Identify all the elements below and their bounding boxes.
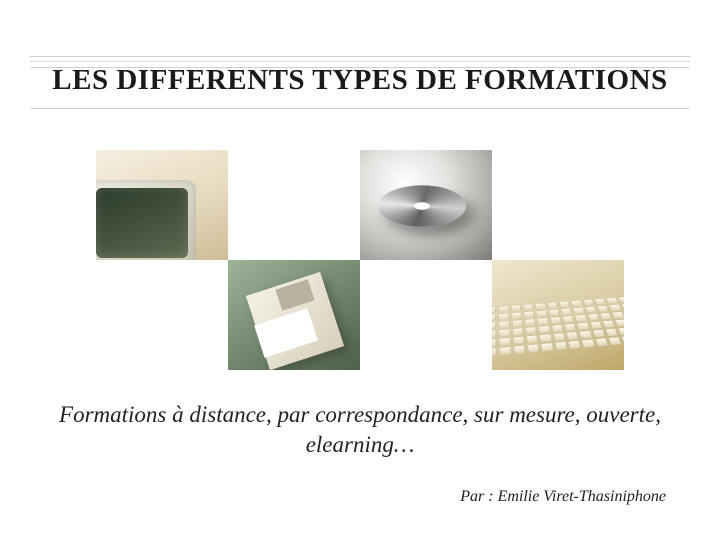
keyboard-key — [537, 317, 549, 325]
keyboard-key — [553, 332, 566, 340]
keyboard-key — [548, 309, 560, 316]
keyboard-key — [551, 324, 564, 332]
tile-cd — [360, 150, 492, 260]
keyboard-key — [499, 337, 511, 346]
keyboard-key — [498, 313, 509, 320]
keyboard-key — [592, 329, 606, 337]
keyboard-key — [566, 331, 579, 339]
keyboard-key — [492, 347, 497, 356]
keyboard-key — [524, 318, 536, 326]
keyboard-key — [526, 335, 538, 344]
tile-keyboard — [492, 260, 624, 370]
keyboard-icon — [492, 296, 624, 370]
keyboard-key — [492, 330, 497, 338]
keyboard-key — [513, 345, 526, 354]
keyboard-key — [577, 322, 590, 330]
keyboard-key — [618, 296, 624, 303]
keyboard-key — [564, 323, 577, 331]
keyboard-key — [602, 320, 615, 328]
keyboard-key — [535, 303, 546, 310]
keyboard-key — [605, 328, 619, 336]
keyboard-key — [585, 306, 597, 313]
keyboard-key — [539, 334, 552, 343]
keyboard-key — [536, 310, 548, 317]
keyboard-key — [498, 305, 509, 312]
monitor-screen — [96, 188, 188, 258]
keyboard-key — [599, 312, 612, 319]
keyboard-key — [550, 316, 562, 324]
keyboard-key — [492, 306, 496, 313]
keyboard-key — [522, 304, 533, 311]
keyboard-key — [512, 336, 524, 345]
keyboard-key — [568, 340, 582, 349]
image-tiles — [96, 150, 624, 370]
cd-icon — [372, 183, 471, 230]
keyboard-key — [499, 329, 511, 337]
keyboard-key — [587, 313, 600, 320]
page-title: LES DIFFERENTS TYPES DE FORMATIONS — [0, 64, 720, 97]
keyboard-key — [492, 322, 497, 330]
keyboard-key — [523, 311, 535, 318]
keyboard-key — [615, 319, 624, 327]
keyboard-key — [606, 297, 618, 304]
keyboard-key — [499, 346, 511, 355]
keyboard-key — [511, 312, 522, 319]
author-line: Par : Emilie Viret-Thasiniphone — [460, 488, 666, 506]
keyboard-key — [511, 319, 523, 327]
keyboard-key — [510, 304, 521, 311]
keyboard-key — [541, 342, 554, 351]
keyboard-key — [559, 301, 571, 308]
tile-monitor — [96, 150, 228, 260]
keyboard-key — [589, 321, 602, 329]
keyboard-key — [562, 315, 574, 323]
keyboard-key — [538, 325, 550, 333]
keyboard-key — [560, 308, 572, 315]
keyboard-key — [608, 336, 622, 345]
keyboard-key — [492, 338, 497, 347]
keyboard-key — [618, 327, 624, 335]
keyboard-key — [527, 344, 540, 353]
keyboard-key — [492, 314, 496, 322]
keyboard-key — [554, 341, 567, 350]
keyboard-key — [595, 338, 609, 347]
title-rule-bottom — [30, 108, 690, 109]
keyboard-key — [498, 320, 509, 328]
tile-floppy — [228, 260, 360, 370]
keyboard-key — [547, 302, 559, 309]
subtitle: Formations à distance, par correspondanc… — [40, 400, 680, 460]
keyboard-key — [581, 339, 595, 348]
keyboard-key — [575, 314, 588, 322]
keyboard-key — [612, 311, 624, 318]
keyboard-key — [571, 300, 583, 307]
keyboard-key — [512, 327, 524, 335]
keyboard-key — [597, 305, 610, 312]
keyboard-key — [609, 304, 622, 311]
keyboard-key — [573, 307, 585, 314]
keyboard-key — [525, 326, 537, 334]
keyboard-key — [579, 330, 592, 338]
keyboard-key — [594, 298, 606, 305]
keyboard-key — [582, 299, 594, 306]
